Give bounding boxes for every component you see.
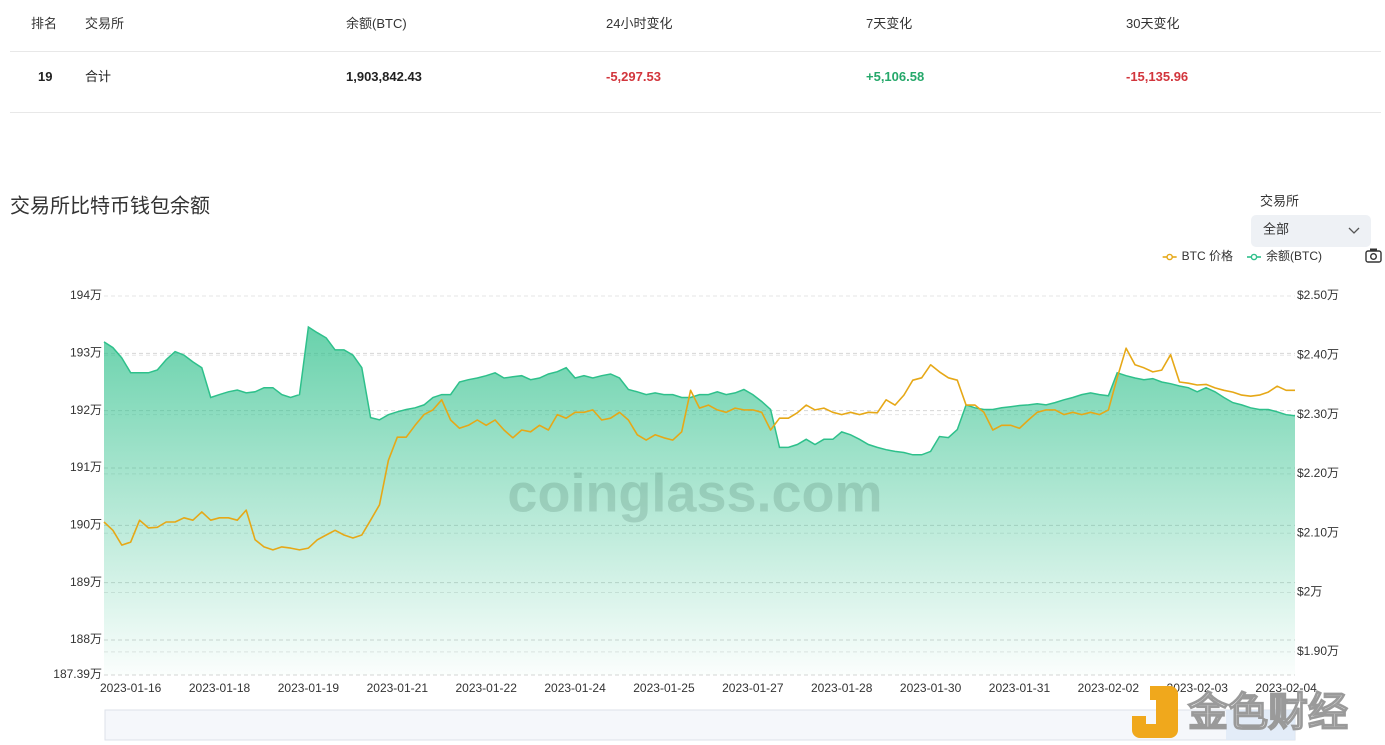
header-cell: 排名 [31,16,58,31]
header-cell: 30天变化 [1126,16,1180,31]
table-cell: +5,106.58 [866,69,925,84]
logo-icon [1132,686,1178,738]
summary-table: 排名 交易所 余额(BTC) 24小时变化 7天变化 30天变化 19 合计 1,903,842… [10,0,1381,113]
area-line [103,325,1296,456]
legend-label: 余额(BTC) [1266,248,1322,263]
line [103,347,1295,551]
x-tick-label: 2023-01-21 [367,681,429,695]
range-slider[interactable] [104,709,1296,741]
camera-icon[interactable] [1365,248,1382,263]
area-fill [104,327,1295,675]
header-cell: 交易所 [85,16,125,31]
y-tick-label: 194万 [70,288,102,302]
y2-tick-label: $2万 [1297,585,1322,599]
x-tick-label: 2023-01-28 [811,681,873,695]
x-tick-label: 2023-01-16 [100,681,162,695]
header-cell: 24小时变化 [606,16,673,31]
x-tick-label: 2023-01-27 [722,681,784,695]
y-tick-label: 189万 [70,575,102,589]
y2-tick-label: $2.10万 [1297,525,1339,539]
y2-tick-label: $2.30万 [1297,407,1339,421]
table-header-row: 排名 交易所 余额(BTC) 24小时变化 7天变化 30天变化 [10,0,1381,52]
dropdown-value[interactable]: 全部 [1263,221,1289,236]
y2-tick-label: $2.40万 [1297,347,1339,361]
table-cell: 1,903,842.43 [346,69,422,84]
y-tick-label: 193万 [70,346,102,360]
x-tick-label: 2023-02-03 [1167,681,1229,695]
x-tick-label: 2023-02-04 [1255,681,1317,695]
filter-dropdown[interactable]: 全部 [1251,215,1371,247]
table-cell: 合计 [85,69,112,84]
x-tick-label: 2023-01-31 [989,681,1051,695]
watermark: coinglass.com [507,463,882,523]
table-row: 19 合计 1,903,842.43 -5,297.53 +5,106.58 -15,13… [10,52,1381,113]
table-cell: -5,297.53 [606,69,661,84]
table-cell: 19 [38,69,53,84]
legend: BTC 价格 余额(BTC) [1162,248,1322,263]
legend-label: BTC 价格 [1182,248,1233,263]
x-tick-label: 2023-02-02 [1078,681,1140,695]
y-tick-label: 188万 [70,632,102,646]
x-tick-label: 2023-01-30 [900,681,962,695]
y2-tick-label: $1.90万 [1297,644,1339,658]
x-tick-label: 2023-01-24 [544,681,606,695]
table-cell: -15,135.96 [1126,69,1189,84]
dropdown-chevron[interactable] [1348,227,1360,234]
chart-title: 交易所比特币钱包余额 [10,194,210,217]
x-tick-label: 2023-01-19 [278,681,340,695]
header-cell: 7天变化 [866,16,913,31]
camera-lens[interactable] [1369,252,1377,260]
logo-text: 金色财经 [1187,690,1348,735]
camera-body[interactable] [1365,250,1382,263]
x-tick-label: 2023-01-22 [455,681,517,695]
plot-area: 187.39万 188万 189万 190万 191万 192万 193万 194万 $1.90… [53,288,1339,695]
y2-tick-label: $2.50万 [1297,288,1339,302]
y-tick-label: 192万 [70,403,102,417]
y-tick-label: 191万 [70,460,102,474]
range-selection[interactable] [1226,710,1295,740]
y-tick-label: 187.39万 [53,667,102,681]
filter-label: 交易所 [1260,193,1299,208]
dropdown-box[interactable] [1251,215,1371,247]
x-tick-label: 2023-01-25 [633,681,695,695]
camera-top[interactable] [1370,248,1377,252]
x-tick-label: 2023-01-18 [189,681,251,695]
y2-tick-label: $2.20万 [1297,466,1339,480]
y-tick-label: 190万 [70,518,102,532]
header-cell: 余额(BTC) [346,16,407,31]
legend-marker [1250,253,1258,261]
legend-marker [1166,253,1173,261]
source-logo: 金色财经 [1132,686,1349,738]
